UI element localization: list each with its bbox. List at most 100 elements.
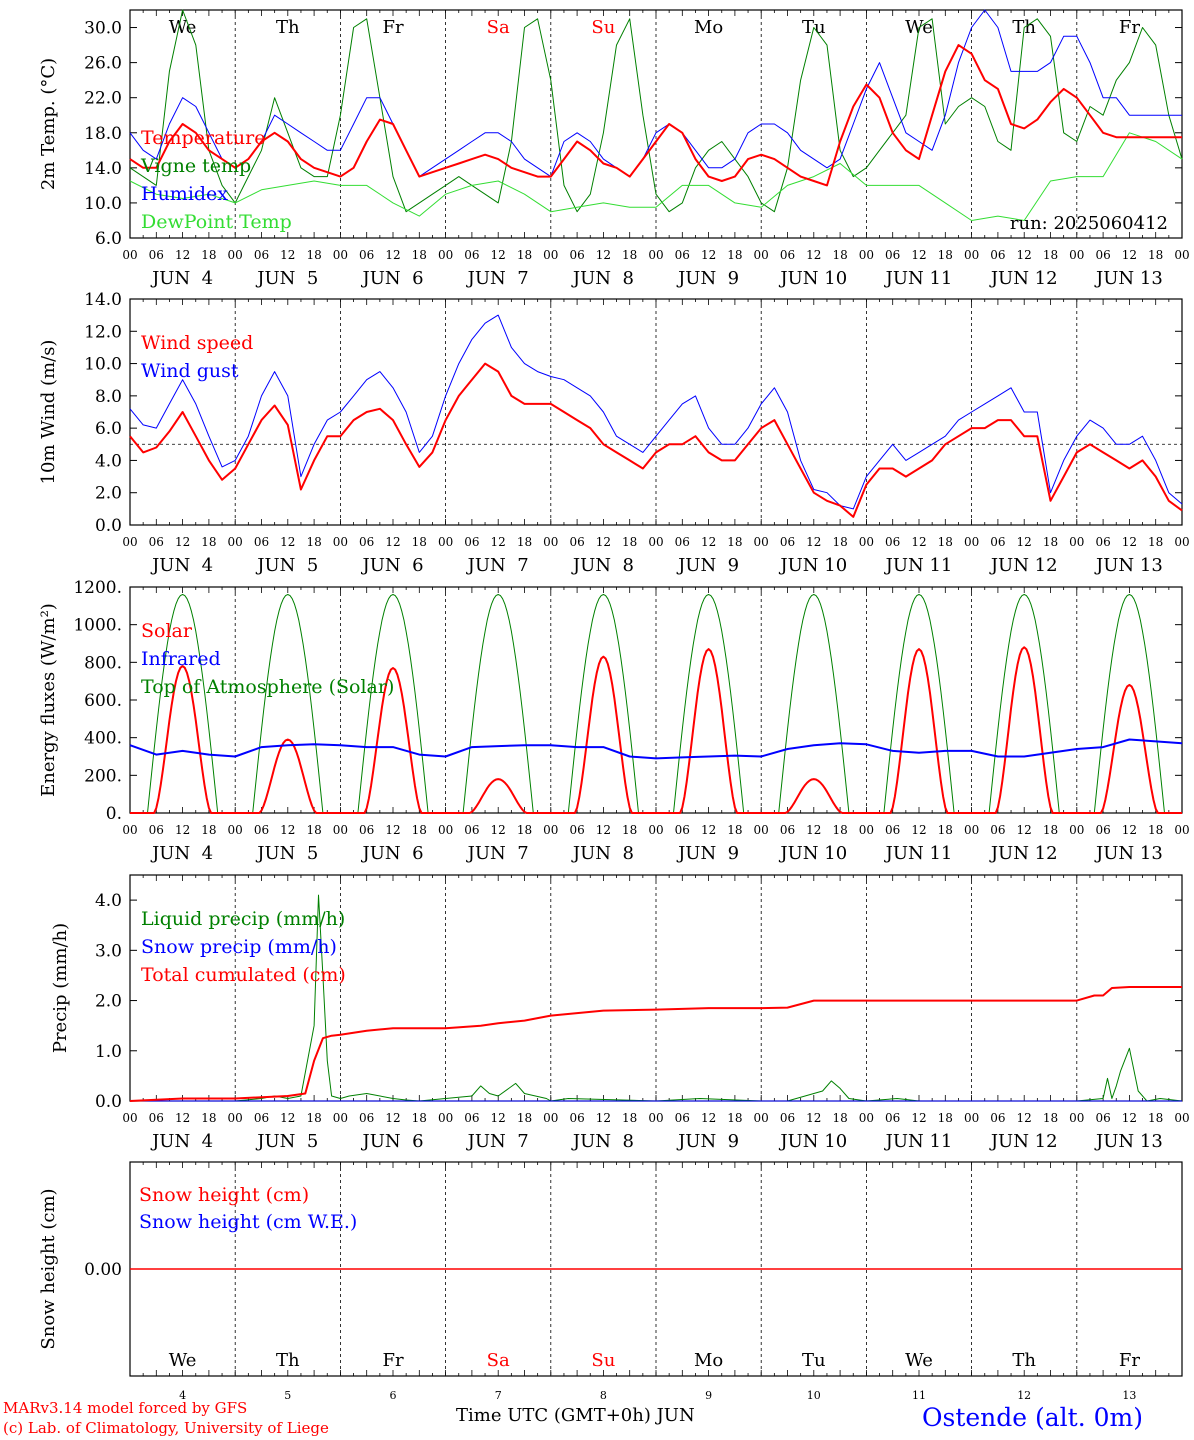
- energy-date-label: JUN 8: [571, 843, 634, 864]
- precip-hour-tick-label: 06: [569, 1111, 584, 1125]
- energy-hour-tick-label: 12: [175, 823, 190, 837]
- temp-hour-tick-label: 18: [306, 248, 321, 262]
- energy-hour-tick-label: 18: [412, 823, 427, 837]
- wind-hour-tick-label: 18: [622, 535, 637, 549]
- energy-hour-tick-label: 12: [701, 823, 716, 837]
- energy-legend-entry: Infrared: [141, 648, 221, 670]
- snow-y-tick-label: 0.00: [84, 1260, 122, 1280]
- temp-weekday-label: Fr: [1119, 17, 1140, 38]
- energy-legend-entry: Top of Atmosphere (Solar): [141, 676, 394, 698]
- energy-hour-tick-label: 06: [149, 823, 164, 837]
- precip-date-label: JUN 8: [571, 1131, 634, 1152]
- temp-weekday-label: Fr: [382, 17, 403, 38]
- energy-hour-tick-label: 12: [911, 823, 926, 837]
- wind-panel: 0.0 2.0 4.0 6.0 8.0 10.0 12.0 14.0 10m Wind (m/s…: [38, 290, 1183, 536]
- temp-series-line: [129, 44, 1182, 187]
- energy-hour-tick-label: 00: [859, 823, 874, 837]
- energy-hour-tick-label: 18: [1043, 823, 1058, 837]
- snow-day-number: 10: [807, 1389, 821, 1402]
- wind-date-label: JUN 8: [571, 555, 634, 576]
- precip-hour-tick-label: 12: [806, 1111, 821, 1125]
- temp-hour-tick-label: 12: [1017, 248, 1032, 262]
- temp-hour-tick-label: 06: [1095, 248, 1110, 262]
- temp-legend-entry: DewPoint Temp: [141, 211, 292, 233]
- precip-hour-tick-label: 18: [622, 1111, 637, 1125]
- solar-line: [130, 646, 1182, 814]
- temp-hour-tick-label: 06: [254, 248, 269, 262]
- energy-y-tick-label: 400.: [84, 729, 122, 749]
- wind-hour-tick-label: 06: [464, 535, 479, 549]
- temp-y-axis-label: 2m Temp. (°C): [38, 58, 59, 190]
- temp-date-label: JUN 11: [884, 268, 953, 289]
- snow-weekday-label: We: [169, 1350, 197, 1371]
- temp-hour-tick-label: 06: [885, 248, 900, 262]
- energy-hour-tick-label: 18: [832, 823, 847, 837]
- wind-legend-entry: Wind gust: [141, 360, 239, 382]
- energy-hour-tick-label: 06: [885, 823, 900, 837]
- energy-date-label: JUN 5: [255, 843, 318, 864]
- temp-hour-tick-label: 12: [491, 248, 506, 262]
- wind-hour-tick-label: 00: [228, 535, 243, 549]
- wind-hour-tick-label: 12: [806, 535, 821, 549]
- snow-panel: 0.00 Snow height (cm) Snow height (cm) Snow…: [38, 1161, 1183, 1402]
- precip-hour-tick-label: 00: [543, 1111, 558, 1125]
- temp-hour-tick-label: 00: [648, 248, 663, 262]
- temp-hour-tick-label: 12: [596, 248, 611, 262]
- precip-hour-tick-label: 06: [1095, 1111, 1110, 1125]
- temp-hour-tick-label: 06: [675, 248, 690, 262]
- temp-hour-tick-label: 00: [1174, 248, 1189, 262]
- temp-hour-tick-label: 12: [701, 248, 716, 262]
- temp-hour-tick-label: 06: [780, 248, 795, 262]
- temp-series-line: [129, 9, 1182, 178]
- temp-hour-tick-label: 06: [569, 248, 584, 262]
- temp-hour-tick-label: 00: [859, 248, 874, 262]
- snow-legend-entry: Snow height (cm): [139, 1184, 309, 1206]
- energy-y-tick-label: 800.: [84, 653, 122, 673]
- wind-y-tick-label: 4.0: [95, 451, 122, 471]
- energy-hour-tick-label: 00: [228, 823, 243, 837]
- precip-hour-tick-label: 12: [596, 1111, 611, 1125]
- wind-date-label: JUN 6: [360, 555, 423, 576]
- precip-y-tick-label: 2.0: [95, 992, 122, 1012]
- wind-hour-tick-label: 00: [859, 535, 874, 549]
- precip-hour-tick-label: 12: [701, 1111, 716, 1125]
- snow-day-number: 12: [1017, 1389, 1031, 1402]
- time-axis-label: Time UTC (GMT+0h) JUN: [456, 1405, 695, 1426]
- wind-hour-tick-label: 18: [727, 535, 742, 549]
- temp-y-tick-label: 22.0: [84, 89, 122, 109]
- temp-date-label: JUN 9: [676, 268, 739, 289]
- wind-date-label: JUN 13: [1094, 555, 1163, 576]
- precip-hour-tick-label: 18: [412, 1111, 427, 1125]
- temp-hour-tick-label: 12: [175, 248, 190, 262]
- temp-legend-entry: Vigne temp: [140, 155, 251, 177]
- wind-y-tick-label: 12.0: [84, 322, 122, 342]
- temp-legend-entry: Temperature: [141, 127, 265, 149]
- snow-day-number: 7: [495, 1389, 502, 1402]
- energy-date-label: JUN 7: [466, 843, 529, 864]
- energy-hour-tick-label: 12: [491, 823, 506, 837]
- temp-hour-tick-label: 00: [543, 248, 558, 262]
- temp-date-label: JUN 5: [255, 268, 318, 289]
- temp-hour-tick-label: 12: [806, 248, 821, 262]
- energy-hour-tick-label: 06: [1095, 823, 1110, 837]
- precip-legend-entry: Liquid precip (mm/h): [141, 908, 345, 930]
- energy-y-tick-label: 1200.: [73, 578, 122, 598]
- energy-hour-tick-label: 12: [806, 823, 821, 837]
- snow-day-number: 11: [912, 1389, 926, 1402]
- wind-hour-tick-label: 12: [596, 535, 611, 549]
- precip-hour-tick-label: 00: [1069, 1111, 1084, 1125]
- temp-hour-tick-label: 18: [517, 248, 532, 262]
- precip-hour-tick-label: 12: [280, 1111, 295, 1125]
- temp-panel: 6.0 10.0 14.0 18.0 22.0 26.0 30.0 2m Temp. (°C)…: [38, 9, 1183, 249]
- energy-date-label: JUN 6: [360, 843, 423, 864]
- wind-hour-tick-label: 12: [1017, 535, 1032, 549]
- energy-y-axis-label: Energy fluxes (W/m²): [38, 603, 59, 797]
- snow-weekday-label: Mo: [694, 1350, 723, 1371]
- precip-hour-tick-label: 18: [1043, 1111, 1058, 1125]
- precip-hour-tick-label: 18: [727, 1111, 742, 1125]
- precip-date-label: JUN 4: [150, 1131, 213, 1152]
- wind-hour-tick-label: 06: [1095, 535, 1110, 549]
- wind-date-label: JUN 4: [150, 555, 213, 576]
- temp-hour-tick-label: 06: [149, 248, 164, 262]
